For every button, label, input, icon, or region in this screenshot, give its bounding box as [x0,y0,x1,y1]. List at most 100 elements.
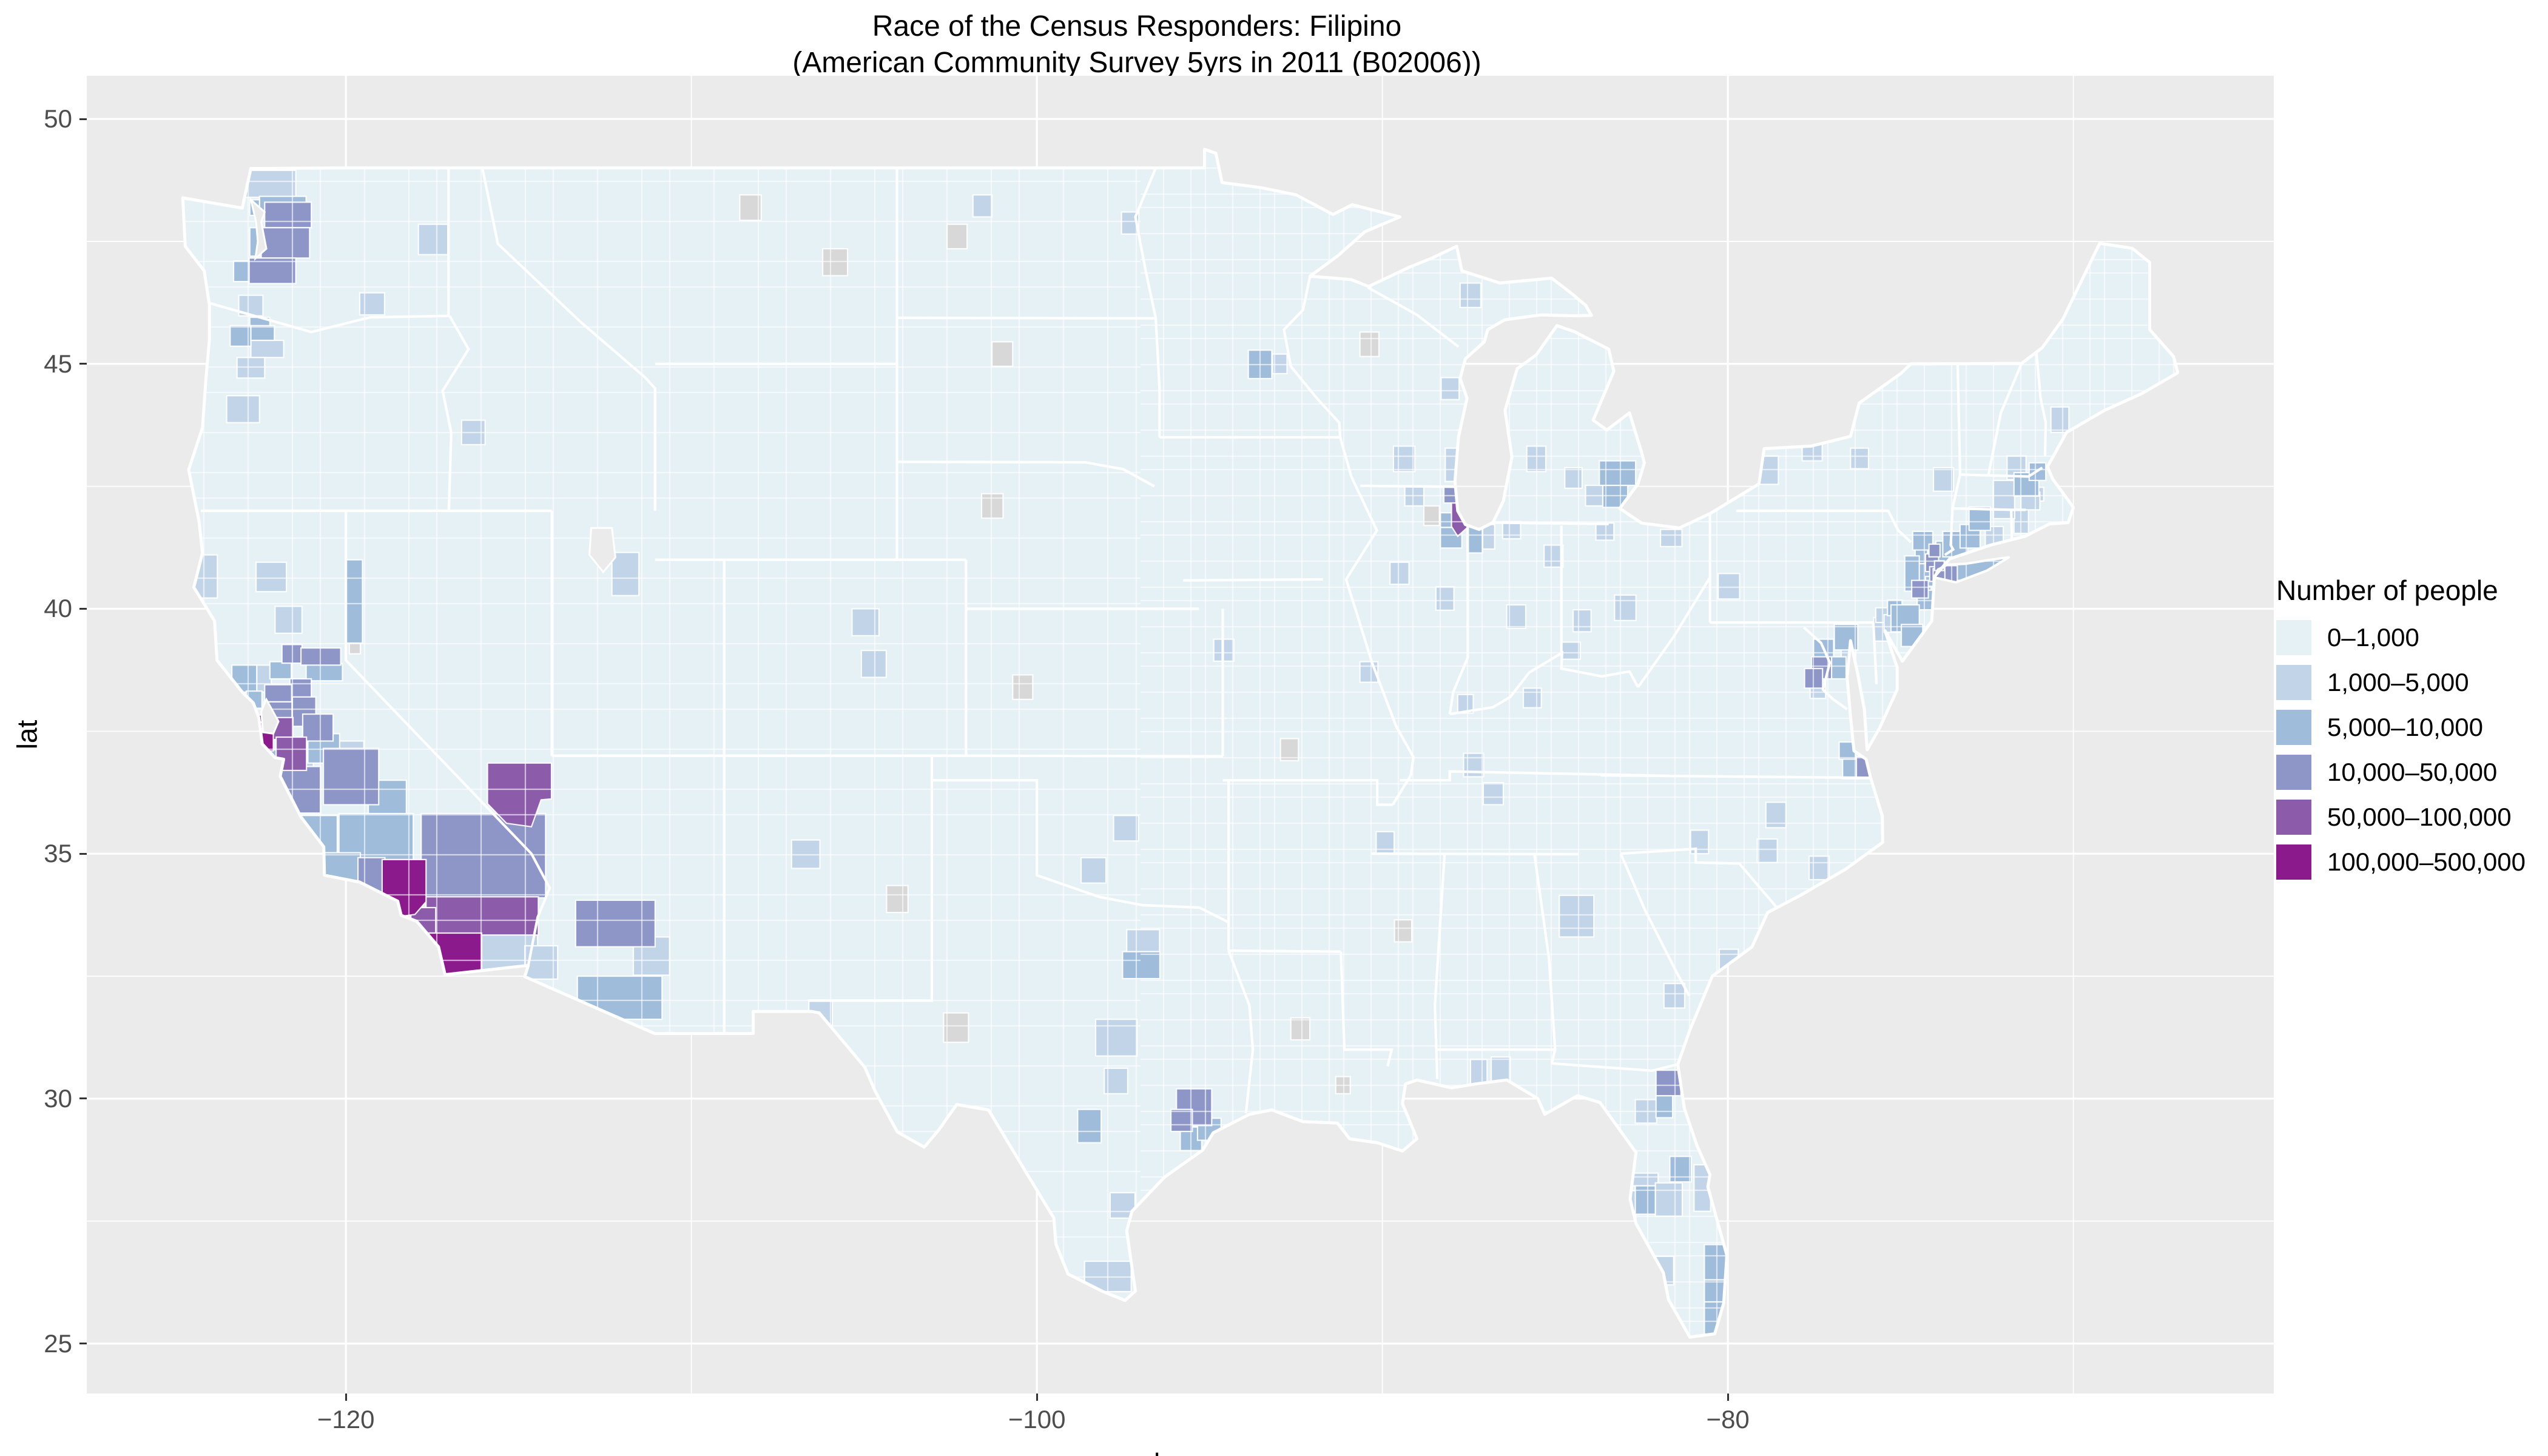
state-border [1533,853,1557,1064]
state-border [808,780,934,1002]
state-border [1620,847,1779,910]
legend-label: 10,000–50,000 [2327,758,2498,786]
county-salt-lake-ut [611,551,640,596]
county-peoria-il [1389,561,1410,585]
state-border [930,755,1230,924]
legend-entry: 50,000–100,000 [2276,800,2526,835]
state-border [2035,349,2048,456]
legend-entry: 1,000–5,000 [2276,665,2526,700]
county-duval-fl [1655,1069,1682,1097]
county-na-mt-1 [739,194,762,221]
y-tick-label: 40 [44,594,72,623]
county-fort-bend-tx [1170,1108,1193,1133]
y-tick-mark [79,852,87,855]
county-fresno-kings-ca [323,747,380,806]
county-na-mt-2 [821,248,849,277]
y-tick-mark [79,363,87,365]
y-tick-mark [79,1097,87,1100]
state-border [897,460,1155,488]
county-washoe-nv [345,559,363,644]
y-axis-title: lat [11,720,43,750]
y-tick-label: 25 [44,1329,72,1358]
legend-swatch-1000-5000 [2276,665,2311,700]
county-montgomery-oh [1572,609,1592,633]
county-cumberland-nc [1756,838,1778,863]
state-border [1367,286,1460,348]
state-border [1360,484,1459,488]
legend-entry: 5,000–10,000 [2276,710,2526,745]
county-bell-tx [1094,1019,1138,1057]
county-franklin-oh [1614,594,1637,621]
x-tick-mark [345,1394,347,1401]
county-bexar-tx [1077,1108,1102,1144]
county-st-louis-mo [1359,661,1379,683]
county-minot-nd [972,194,993,218]
state-border [2010,510,2014,541]
county-orange-fl [1669,1156,1692,1183]
county-yolo-ca [269,661,292,680]
water-san-francisco-bay [260,697,280,735]
county-na-la-1 [1290,1017,1311,1041]
county-st-joseph-in [1502,521,1522,540]
county-shasta-ca [255,561,288,593]
county-clackamas-or [250,339,285,359]
plot-title-line1: Race of the Census Responders: Filipino [872,10,1402,42]
x-axis-title: long [1154,1449,1207,1456]
state-border [1803,626,1848,710]
county-cuyahoga-oh [1660,528,1683,548]
county-riverside-ca [425,896,539,936]
county-pierce-wa [248,257,297,285]
water-great-salt-lake [588,527,616,574]
state-border [345,511,551,966]
y-tick-label: 45 [44,349,72,378]
legend-entry: 100,000–500,000 [2276,844,2526,880]
county-onslow-nc [1808,855,1830,881]
state-border [1987,363,2023,476]
county-maricopa-az [575,899,656,948]
x-tick-label: −80 [1706,1405,1750,1434]
county-rockland-ny [1928,543,1941,558]
legend: Number of people 0–1,000 1,000–5,000 5,0… [2276,575,2526,889]
county-marquette-mi [1459,282,1482,309]
county-na-sd [991,341,1014,367]
county-brown-wi [1440,377,1460,400]
county-davidson-tn [1482,782,1505,806]
county-dane-wi [1392,445,1416,473]
state-border [1340,951,1394,1067]
state-border [1619,853,1691,997]
county-jefferson-ky [1522,687,1542,709]
county-na-ne [980,493,1004,519]
county-oakland-macomb-mi [1599,460,1637,487]
state-border [1222,779,1393,806]
legend-title: Number of people [2276,575,2498,606]
y-tick-mark [79,1343,87,1345]
x-tick-label: −120 [317,1405,375,1434]
county-ingham-mi [1564,467,1583,489]
county-clay-fl [1655,1094,1674,1119]
county-washington-or [229,325,252,347]
us-coastline [181,147,2180,1339]
county-multnomah-or [250,325,275,342]
legend-label: 50,000–100,000 [2327,803,2512,831]
county-collin-tx [1126,929,1161,952]
state-border [1228,949,1341,953]
long-island-coastline [1933,556,2010,584]
legend-label: 1,000–5,000 [2327,668,2469,696]
county-cumberland-me [2050,406,2070,433]
state-border [1282,277,1342,438]
county-na-mo [1279,738,1299,761]
state-border [441,315,470,511]
state-border [207,301,450,334]
legend-swatch-100000-500000 [2276,844,2311,880]
state-border [1872,622,1878,684]
legend-swatch-5000-10000 [2276,710,2311,745]
us-choropleth-map [87,76,2274,1394]
county-spokane-wa [417,223,449,255]
x-tick-mark [1727,1394,1729,1401]
county-snohomish-wa [264,201,312,229]
county-atlanta-ga [1559,894,1595,938]
y-tick-label: 30 [44,1084,72,1113]
legend-label: 5,000–10,000 [2327,713,2483,741]
county-oklahoma-city-ok [1113,815,1139,842]
